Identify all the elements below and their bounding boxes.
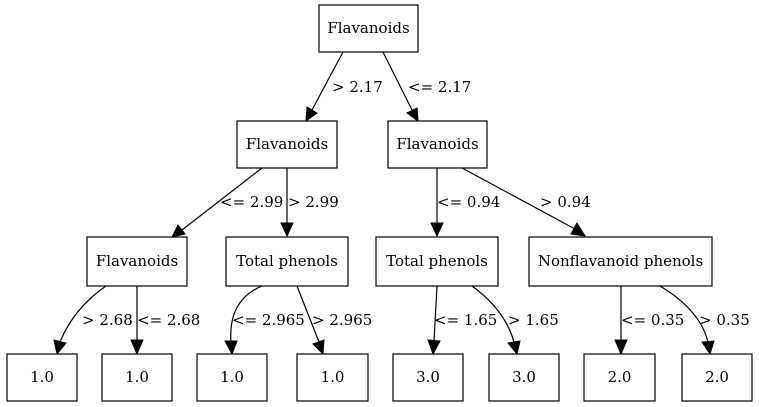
node-left-right-label: Total phenols — [236, 252, 338, 270]
edge-rr-leaf-7: <= 0.35 — [614, 286, 684, 356]
edge-rl-leaf-6: > 1.65 — [471, 285, 559, 356]
leaf-node-5: 3.0 — [392, 353, 464, 402]
leaf-node-3: 1.0 — [196, 353, 268, 402]
leaf-node-7-label: 2.0 — [608, 368, 632, 386]
node-right-right-label: Nonflavanoid phenols — [538, 252, 703, 270]
leaf-node-6-label: 3.0 — [512, 368, 536, 386]
node-left-label: Flavanoids — [246, 135, 328, 153]
edge-root-left: > 2.17 — [305, 51, 383, 123]
node-root-label: Flavanoids — [327, 19, 409, 37]
edge-label-right-right: > 0.94 — [540, 193, 591, 211]
edge-label-lr-leaf-3: <= 2.965 — [232, 311, 305, 329]
node-left-right: Total phenols — [225, 236, 349, 287]
leaf-node-2-label: 1.0 — [125, 368, 149, 386]
leaf-node-1: 1.0 — [6, 353, 78, 402]
edge-label-left-right: > 2.99 — [288, 193, 339, 211]
node-right-left-label: Total phenols — [386, 252, 488, 270]
leaf-node-8-label: 2.0 — [705, 368, 729, 386]
leaf-node-1-label: 1.0 — [30, 368, 54, 386]
leaf-node-8: 2.0 — [681, 353, 753, 402]
node-right-label: Flavanoids — [396, 135, 478, 153]
edge-left-right: > 2.99 — [280, 168, 339, 238]
leaf-node-2: 1.0 — [101, 353, 173, 402]
node-left-left-label: Flavanoids — [96, 252, 178, 270]
edge-label-ll-leaf-2: <= 2.68 — [137, 311, 200, 329]
edge-ll-leaf-2: <= 2.68 — [130, 286, 200, 356]
edge-lr-leaf-4: > 2.965 — [296, 285, 372, 356]
edge-label-rr-leaf-7: <= 0.35 — [621, 311, 684, 329]
edge-label-root-right: <= 2.17 — [408, 78, 471, 96]
edge-rr-leaf-8: > 0.35 — [659, 285, 750, 356]
node-left: Flavanoids — [236, 120, 338, 169]
edge-left-left: <= 2.99 — [171, 167, 283, 238]
leaf-node-4-label: 1.0 — [321, 368, 345, 386]
node-right-right: Nonflavanoid phenols — [528, 236, 713, 287]
node-right: Flavanoids — [387, 120, 488, 169]
edge-right-left: <= 0.94 — [430, 168, 500, 238]
node-left-left: Flavanoids — [86, 236, 188, 287]
edge-rl-leaf-5: <= 1.65 — [427, 285, 497, 356]
edge-label-lr-leaf-4: > 2.965 — [312, 311, 372, 329]
edge-label-right-left: <= 0.94 — [437, 193, 500, 211]
node-root: Flavanoids — [318, 4, 419, 53]
edge-lr-leaf-3: <= 2.965 — [224, 285, 305, 356]
leaf-node-3-label: 1.0 — [220, 368, 244, 386]
edge-root-right: <= 2.17 — [382, 51, 471, 123]
edge-label-left-left: <= 2.99 — [220, 193, 283, 211]
leaf-node-7: 2.0 — [583, 353, 656, 402]
leaf-node-6: 3.0 — [488, 353, 560, 402]
edge-label-rl-leaf-5: <= 1.65 — [434, 311, 497, 329]
edge-label-root-left: > 2.17 — [332, 78, 383, 96]
leaf-node-4: 1.0 — [296, 353, 369, 402]
edge-label-ll-leaf-1: > 2.68 — [82, 311, 133, 329]
leaf-node-5-label: 3.0 — [416, 368, 440, 386]
edge-ll-leaf-1: > 2.68 — [53, 285, 133, 356]
edge-right-right: > 0.94 — [461, 167, 591, 237]
node-right-left: Total phenols — [375, 236, 499, 287]
edge-label-rl-leaf-6: > 1.65 — [508, 311, 559, 329]
edge-label-rr-leaf-8: > 0.35 — [699, 311, 750, 329]
